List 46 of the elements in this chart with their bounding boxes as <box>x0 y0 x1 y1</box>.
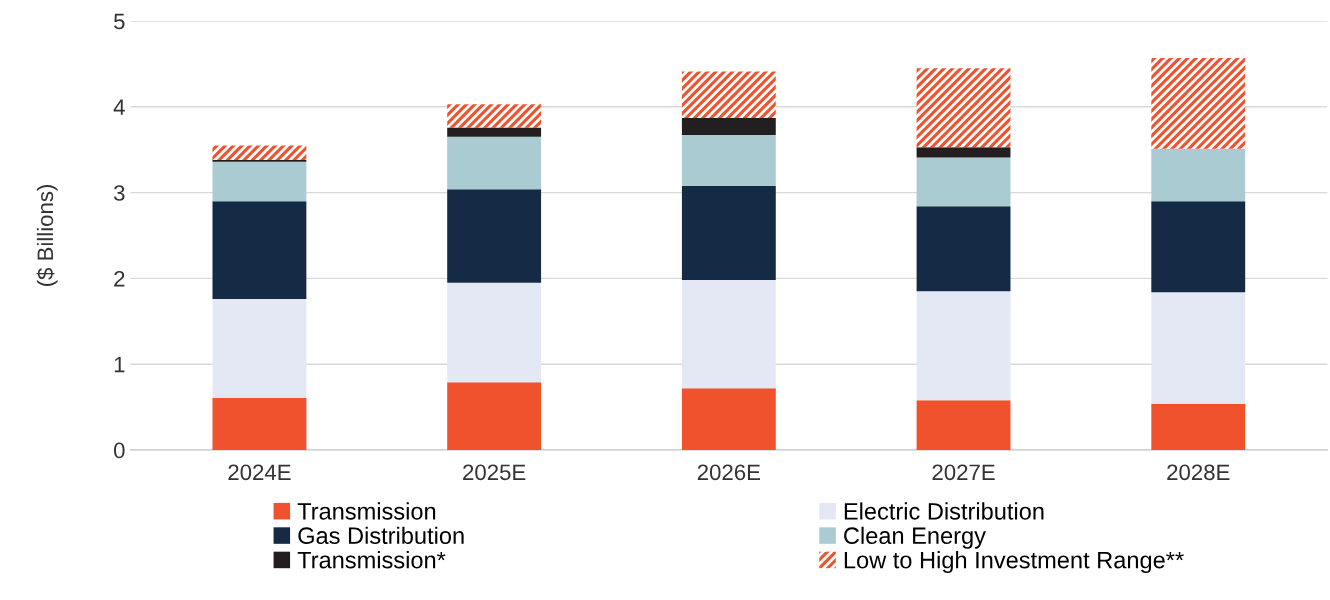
legend-label: Transmission <box>297 502 436 520</box>
legend-label: Gas Distribution <box>298 526 464 545</box>
y-tick-label: 0 <box>113 442 125 459</box>
bar <box>212 145 307 160</box>
bar <box>916 206 1011 292</box>
bar <box>681 388 776 450</box>
bar <box>1151 148 1246 202</box>
x-tick-label: 2026E <box>697 464 761 481</box>
bar <box>212 397 307 450</box>
x-tick-label: 2028E <box>1167 464 1230 481</box>
bar <box>681 71 776 118</box>
bar <box>1151 201 1246 293</box>
y-tick-label: 1 <box>114 356 125 373</box>
bar <box>447 127 542 137</box>
bar <box>1151 292 1246 404</box>
bar <box>681 117 776 136</box>
bar <box>212 298 307 398</box>
y-tick-label: 5 <box>114 13 125 30</box>
bar <box>447 104 542 128</box>
bar <box>212 161 307 202</box>
legend-label: Transmission* <box>297 551 446 569</box>
bar <box>447 382 542 450</box>
x-tick-label: 2025E <box>463 464 526 481</box>
bar <box>916 400 1011 450</box>
legend-label: Electric Distribution <box>844 502 1044 520</box>
x-tick-label: 2027E <box>932 464 995 481</box>
bar <box>916 68 1011 148</box>
bar <box>681 280 776 389</box>
bar <box>1151 57 1246 149</box>
bar <box>681 185 776 281</box>
y-tick-label: 3 <box>113 185 125 201</box>
bar <box>916 157 1011 207</box>
bar <box>447 189 542 283</box>
bar <box>916 291 1011 401</box>
y-axis-title: ($ Billions) <box>36 185 58 286</box>
y-tick-label: 2 <box>114 270 125 287</box>
bar <box>447 136 542 190</box>
bar <box>212 201 307 299</box>
legend-label: Low to High Investment Range** <box>844 551 1184 574</box>
x-tick-label: 2024E <box>228 464 291 481</box>
y-tick-label: 4 <box>113 99 125 115</box>
bar <box>1151 403 1246 450</box>
bar <box>681 135 776 186</box>
legend-label: Clean Energy <box>844 526 986 549</box>
bar <box>916 147 1011 158</box>
bar <box>447 282 542 383</box>
